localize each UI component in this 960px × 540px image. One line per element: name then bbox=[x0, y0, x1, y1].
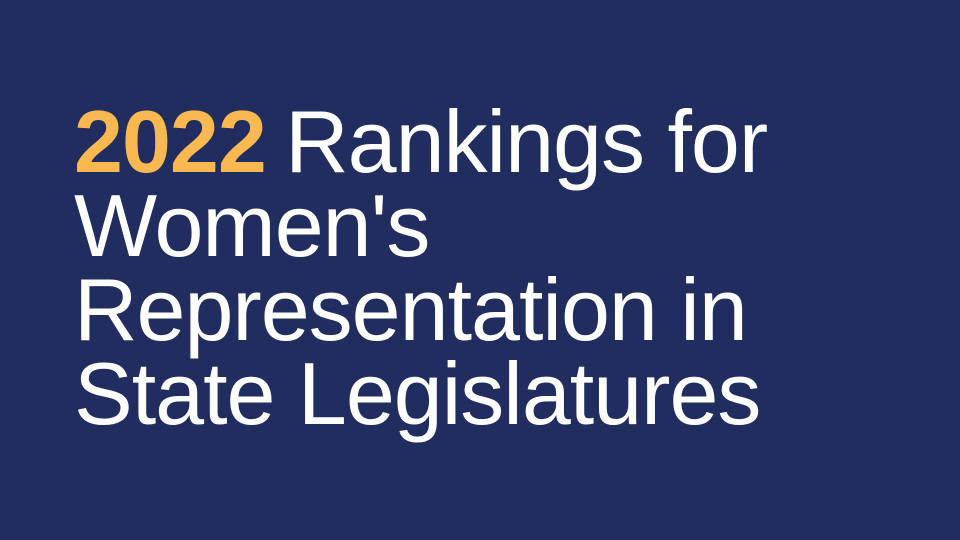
page-title: 2022 Rankings for Women's Representation … bbox=[74, 98, 768, 443]
title-year-highlight: 2022 bbox=[74, 92, 267, 191]
title-line-2: Women's bbox=[74, 176, 430, 275]
title-line-4: State Legislatures bbox=[74, 344, 761, 443]
title-line-1-text: Rankings for bbox=[285, 92, 768, 191]
title-line-3: Representation in bbox=[74, 260, 748, 359]
title-line-1: 2022 Rankings for bbox=[74, 98, 768, 186]
